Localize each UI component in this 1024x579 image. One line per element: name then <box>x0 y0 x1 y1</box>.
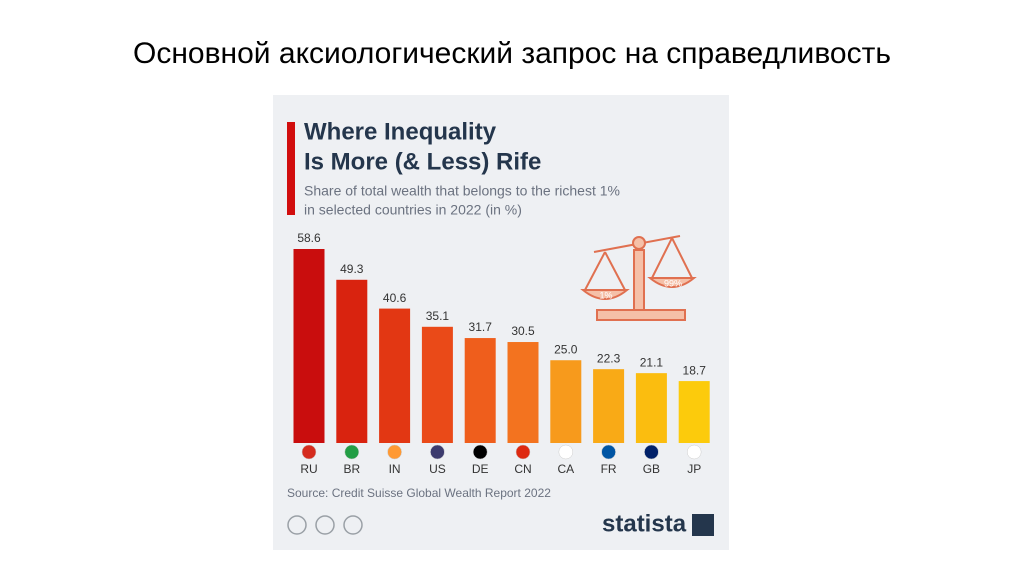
scale-illustration <box>580 235 697 321</box>
x-tick-label: CN <box>514 462 531 476</box>
value-label: 22.3 <box>597 351 621 365</box>
title-accent <box>287 122 295 215</box>
chart-title: Where Inequality <box>304 118 497 145</box>
bar <box>379 308 411 443</box>
flag-icon <box>515 444 531 460</box>
bar <box>550 360 582 443</box>
flag-icon <box>558 444 574 460</box>
chart-title: Is More (& Less) Rife <box>304 148 541 175</box>
flag-icon <box>644 444 659 460</box>
value-label: 18.7 <box>683 363 707 377</box>
brand: statista <box>602 510 687 537</box>
flag-icon <box>301 444 317 460</box>
brand-logo <box>692 514 714 536</box>
illustration-label: 1% <box>599 290 612 300</box>
bar <box>464 338 496 443</box>
value-label: 25.0 <box>554 342 578 356</box>
value-label: 58.6 <box>297 231 321 245</box>
bar <box>635 373 667 443</box>
bar <box>507 342 539 443</box>
x-tick-label: BR <box>343 462 360 476</box>
bar <box>293 249 325 443</box>
x-tick-label: RU <box>300 462 317 476</box>
value-label: 31.7 <box>469 320 493 334</box>
value-label: 49.3 <box>340 262 364 276</box>
flag-icon <box>472 444 488 460</box>
slide-title: Основной аксиологический запрос на справ… <box>133 37 891 70</box>
x-tick-label: JP <box>687 462 701 476</box>
flag-icon <box>387 444 402 460</box>
x-tick-label: CA <box>557 462 574 476</box>
flag-icon <box>686 444 702 460</box>
value-label: 30.5 <box>511 324 535 338</box>
chart-subtitle: in selected countries in 2022 (in %) <box>304 202 522 218</box>
value-label: 21.1 <box>640 355 664 369</box>
x-tick-label: DE <box>472 462 489 476</box>
bar <box>336 279 368 443</box>
chart-subtitle: Share of total wealth that belongs to th… <box>304 183 620 199</box>
bar <box>421 326 453 443</box>
flag-icon <box>430 444 445 460</box>
bar <box>593 369 625 443</box>
flag-icon <box>601 444 616 460</box>
x-tick-label: IN <box>389 462 401 476</box>
source: Source: Credit Suisse Global Wealth Repo… <box>287 486 551 500</box>
value-label: 35.1 <box>426 309 450 323</box>
license-icons <box>287 515 363 535</box>
illustration-label: 99% <box>664 278 682 288</box>
x-tick-label: FR <box>601 462 617 476</box>
bar <box>678 381 710 443</box>
x-tick-label: US <box>429 462 446 476</box>
flag-icon <box>344 444 360 460</box>
value-label: 40.6 <box>383 291 407 305</box>
x-tick-label: GB <box>643 462 660 476</box>
